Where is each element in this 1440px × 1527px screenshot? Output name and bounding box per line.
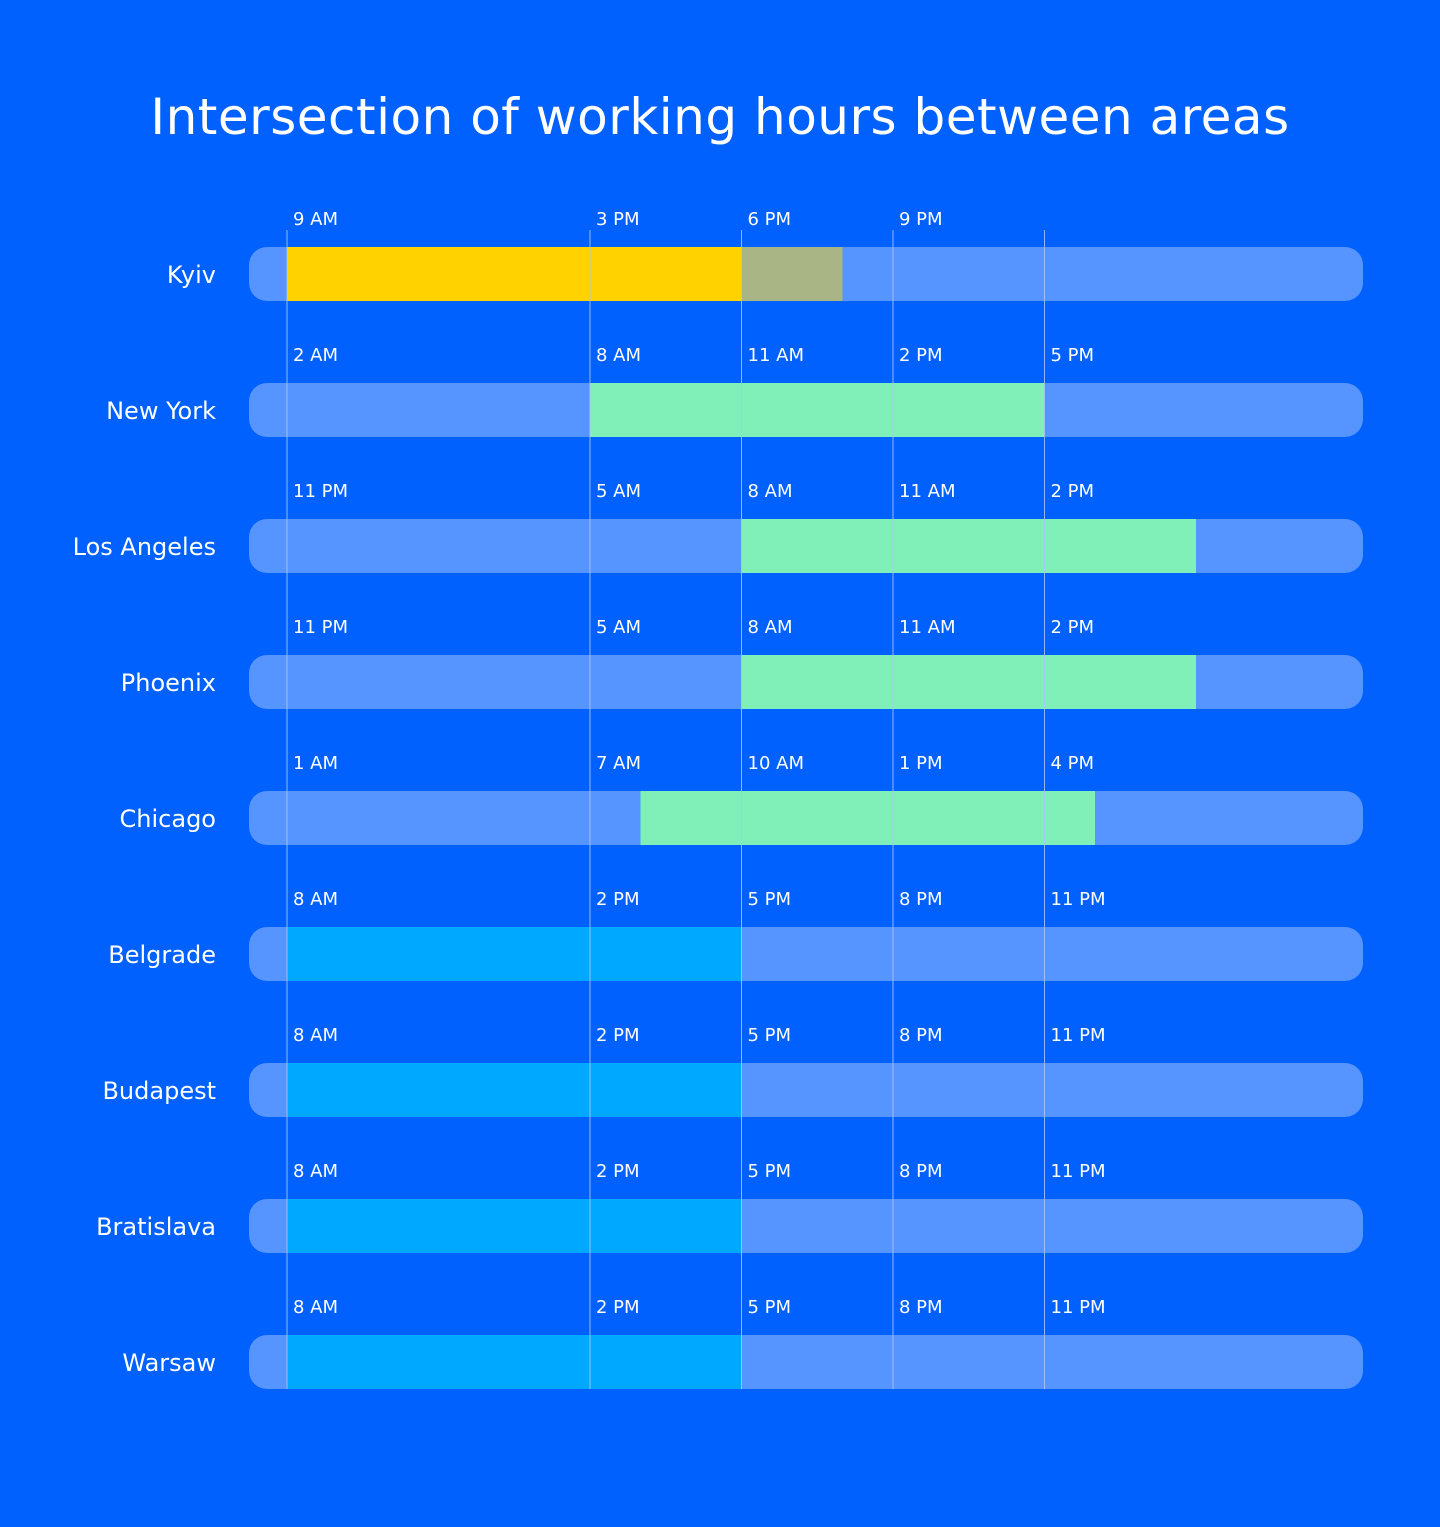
tick-label: 11 AM bbox=[899, 617, 955, 638]
hours-segment bbox=[640, 791, 1095, 845]
hours-segment bbox=[741, 247, 843, 301]
tick-label: 2 PM bbox=[1051, 481, 1095, 502]
hours-segment bbox=[741, 655, 1196, 709]
tick-label: 5 PM bbox=[748, 889, 792, 910]
tick-label: 5 PM bbox=[748, 1297, 792, 1318]
city-label: Kyiv bbox=[167, 261, 216, 289]
tick-label: 2 PM bbox=[596, 889, 640, 910]
tick-label: 6 PM bbox=[748, 209, 792, 230]
row-kyiv: Kyiv 9 AM 3 PM 6 PM 9 PM bbox=[167, 209, 1363, 301]
tick-label: 11 PM bbox=[1051, 1161, 1106, 1182]
city-label: Los Angeles bbox=[73, 533, 216, 561]
row-new-york: New York 2 AM 8 AM 11 AM 2 PM 5 PM bbox=[106, 345, 1363, 437]
tick-label: 1 PM bbox=[899, 753, 943, 774]
tick-label: 3 PM bbox=[596, 209, 640, 230]
tick-label: 11 PM bbox=[293, 617, 348, 638]
tick-label: 11 PM bbox=[1051, 889, 1106, 910]
tick-label: 8 AM bbox=[293, 889, 338, 910]
hours-segment bbox=[287, 247, 742, 301]
tick-label: 9 AM bbox=[293, 209, 338, 230]
city-label: Chicago bbox=[120, 805, 216, 833]
row-phoenix: Phoenix 11 PM 5 AM 8 AM 11 AM 2 PM bbox=[121, 617, 1363, 709]
hours-segment bbox=[741, 519, 1196, 573]
chart-title: Intersection of working hours between ar… bbox=[150, 88, 1290, 146]
tick-label: 8 AM bbox=[748, 617, 793, 638]
tick-label: 11 AM bbox=[899, 481, 955, 502]
city-label: Warsaw bbox=[122, 1349, 216, 1377]
tick-label: 8 AM bbox=[293, 1161, 338, 1182]
tick-label: 8 AM bbox=[596, 345, 641, 366]
tick-label: 11 AM bbox=[748, 345, 804, 366]
tick-label: 2 PM bbox=[596, 1161, 640, 1182]
hours-segment bbox=[590, 383, 1045, 437]
hours-segment bbox=[287, 1063, 742, 1117]
tick-label: 5 PM bbox=[748, 1025, 792, 1046]
city-label: Phoenix bbox=[121, 669, 216, 697]
tick-label: 11 PM bbox=[293, 481, 348, 502]
hours-segment bbox=[287, 1199, 742, 1253]
row-belgrade: Belgrade 8 AM 2 PM 5 PM 8 PM 11 PM bbox=[108, 889, 1363, 981]
tick-label: 8 AM bbox=[748, 481, 793, 502]
tick-label: 2 AM bbox=[293, 345, 338, 366]
tick-label: 8 AM bbox=[293, 1025, 338, 1046]
hours-segment bbox=[287, 1335, 742, 1389]
tick-label: 8 PM bbox=[899, 1025, 943, 1046]
tick-label: 8 PM bbox=[899, 889, 943, 910]
tick-label: 7 AM bbox=[596, 753, 641, 774]
tick-label: 2 PM bbox=[1051, 617, 1095, 638]
tick-label: 2 PM bbox=[899, 345, 943, 366]
tick-label: 2 PM bbox=[596, 1297, 640, 1318]
tick-label: 5 PM bbox=[1051, 345, 1095, 366]
tick-label: 5 PM bbox=[748, 1161, 792, 1182]
city-label: Belgrade bbox=[108, 941, 216, 969]
hours-segment bbox=[287, 927, 742, 981]
row-budapest: Budapest 8 AM 2 PM 5 PM 8 PM 11 PM bbox=[102, 1025, 1363, 1117]
tick-label: 1 AM bbox=[293, 753, 338, 774]
tick-label: 11 PM bbox=[1051, 1297, 1106, 1318]
tick-label: 9 PM bbox=[899, 209, 943, 230]
row-los-angeles: Los Angeles 11 PM 5 AM 8 AM 11 AM 2 PM bbox=[73, 481, 1363, 573]
tick-label: 11 PM bbox=[1051, 1025, 1106, 1046]
row-chicago: Chicago 1 AM 7 AM 10 AM 1 PM 4 PM bbox=[120, 753, 1363, 845]
row-warsaw: Warsaw 8 AM 2 PM 5 PM 8 PM 11 PM bbox=[122, 1297, 1363, 1389]
tick-label: 4 PM bbox=[1051, 753, 1095, 774]
tick-label: 8 AM bbox=[293, 1297, 338, 1318]
tick-label: 8 PM bbox=[899, 1161, 943, 1182]
tick-label: 5 AM bbox=[596, 617, 641, 638]
gridlines bbox=[286, 230, 1045, 1389]
city-label: New York bbox=[106, 397, 216, 425]
tick-label: 5 AM bbox=[596, 481, 641, 502]
city-label: Bratislava bbox=[96, 1213, 216, 1241]
tick-label: 10 AM bbox=[748, 753, 804, 774]
row-bratislava: Bratislava 8 AM 2 PM 5 PM 8 PM 11 PM bbox=[96, 1161, 1363, 1253]
city-label: Budapest bbox=[102, 1077, 216, 1105]
tick-label: 8 PM bbox=[899, 1297, 943, 1318]
tick-label: 2 PM bbox=[596, 1025, 640, 1046]
